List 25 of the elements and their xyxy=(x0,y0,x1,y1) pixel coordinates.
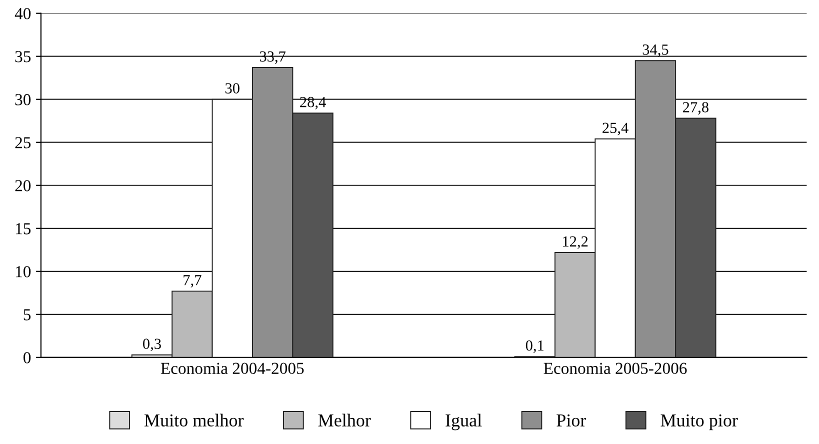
data-label: 27,8 xyxy=(682,102,708,115)
data-label: 25,4 xyxy=(602,122,628,136)
data-label: 7,7 xyxy=(184,275,202,288)
legend-label: Igual xyxy=(446,414,482,430)
legend-label: Muito melhor xyxy=(144,414,244,427)
data-label: 12,2 xyxy=(563,236,588,249)
data-label: 30 xyxy=(225,83,240,94)
y-tick-label: 30 xyxy=(15,94,31,106)
data-label: 0,1 xyxy=(526,340,544,353)
data-label: 34,5 xyxy=(642,44,668,57)
legend-label: Muito pior xyxy=(660,414,738,430)
y-tick-label: 0 xyxy=(24,352,31,364)
legend-label: Pior xyxy=(556,414,586,427)
y-tick-label: 35 xyxy=(15,51,31,62)
data-label: 28,4 xyxy=(300,96,326,110)
y-tick-label: 15 xyxy=(16,223,31,234)
y-tick-label: 40 xyxy=(14,8,31,20)
x-tick-label: Economia 2005-2006 xyxy=(544,362,687,374)
legend-label: Melhor xyxy=(318,414,371,427)
x-tick-label: Economia 2004-2005 xyxy=(160,362,304,374)
y-tick-label: 5 xyxy=(24,309,31,320)
y-tick-label: 20 xyxy=(15,180,31,192)
data-label: 0,3 xyxy=(143,338,161,352)
y-tick-label: 25 xyxy=(15,137,31,148)
y-tick-label: 10 xyxy=(16,266,31,278)
